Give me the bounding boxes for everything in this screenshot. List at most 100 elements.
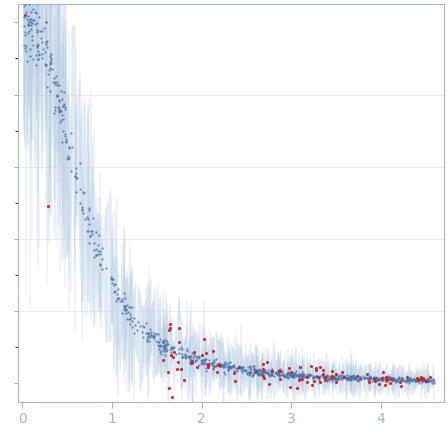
Point: [159, 356, 167, 363]
Point: [287, 371, 294, 378]
Point: [160, 347, 168, 354]
Point: [198, 352, 206, 359]
Point: [404, 377, 411, 384]
Point: [372, 376, 379, 383]
Point: [361, 374, 368, 381]
Point: [85, 239, 92, 246]
Point: [354, 378, 362, 385]
Point: [383, 375, 391, 382]
Point: [268, 369, 276, 376]
Point: [276, 368, 284, 375]
Point: [54, 93, 61, 100]
Point: [250, 371, 257, 378]
Point: [85, 206, 92, 213]
Point: [423, 375, 430, 382]
Point: [310, 373, 317, 380]
Point: [339, 374, 346, 381]
Point: [415, 377, 422, 384]
Point: [327, 373, 334, 380]
Point: [26, 15, 34, 22]
Point: [323, 376, 330, 383]
Point: [163, 341, 170, 348]
Point: [26, 22, 33, 29]
Point: [209, 361, 216, 368]
Point: [182, 354, 190, 361]
Point: [247, 363, 254, 370]
Point: [245, 369, 252, 376]
Point: [159, 340, 167, 347]
Point: [225, 359, 232, 366]
Point: [368, 378, 375, 385]
Point: [421, 378, 428, 385]
Point: [383, 374, 390, 381]
Point: [176, 339, 183, 346]
Point: [259, 372, 267, 379]
Point: [324, 375, 331, 382]
Point: [76, 186, 83, 193]
Point: [39, 50, 46, 57]
Point: [338, 375, 345, 382]
Point: [313, 364, 320, 371]
Point: [259, 368, 266, 375]
Point: [40, 24, 47, 31]
Point: [260, 368, 267, 375]
Point: [276, 372, 284, 379]
Point: [267, 371, 275, 378]
Point: [285, 368, 292, 375]
Point: [372, 375, 379, 382]
Point: [388, 377, 396, 384]
Point: [22, 47, 30, 54]
Point: [398, 377, 405, 384]
Point: [205, 364, 212, 371]
Point: [290, 371, 297, 378]
Point: [377, 375, 384, 382]
Point: [300, 372, 307, 379]
Point: [124, 316, 131, 323]
Point: [373, 377, 380, 384]
Point: [58, 87, 65, 94]
Point: [120, 289, 127, 296]
Point: [129, 324, 136, 331]
Point: [366, 375, 374, 382]
Point: [350, 375, 358, 382]
Point: [193, 356, 200, 363]
Point: [173, 366, 180, 373]
Point: [418, 377, 425, 384]
Point: [60, 103, 67, 110]
Point: [396, 375, 403, 382]
Point: [346, 375, 353, 382]
Point: [162, 344, 169, 351]
Point: [312, 373, 319, 380]
Point: [370, 374, 377, 381]
Point: [258, 371, 266, 378]
Point: [350, 373, 358, 380]
Point: [330, 373, 337, 380]
Point: [220, 368, 228, 375]
Point: [210, 357, 217, 364]
Point: [144, 331, 151, 338]
Point: [126, 315, 133, 322]
Point: [198, 357, 205, 364]
Point: [108, 273, 115, 280]
Point: [425, 376, 432, 383]
Point: [254, 369, 261, 376]
Point: [28, 16, 35, 23]
Point: [79, 207, 86, 214]
Point: [67, 130, 74, 137]
Point: [36, 51, 43, 58]
Point: [424, 375, 431, 382]
Point: [308, 382, 315, 388]
Point: [261, 375, 268, 382]
Point: [321, 373, 328, 380]
Point: [423, 378, 431, 385]
Point: [185, 352, 192, 359]
Point: [65, 156, 72, 163]
Point: [251, 368, 258, 375]
Point: [118, 296, 125, 303]
Point: [156, 342, 164, 349]
Point: [230, 364, 237, 371]
Point: [414, 377, 422, 384]
Point: [349, 374, 357, 381]
Point: [407, 377, 414, 384]
Point: [90, 246, 97, 253]
